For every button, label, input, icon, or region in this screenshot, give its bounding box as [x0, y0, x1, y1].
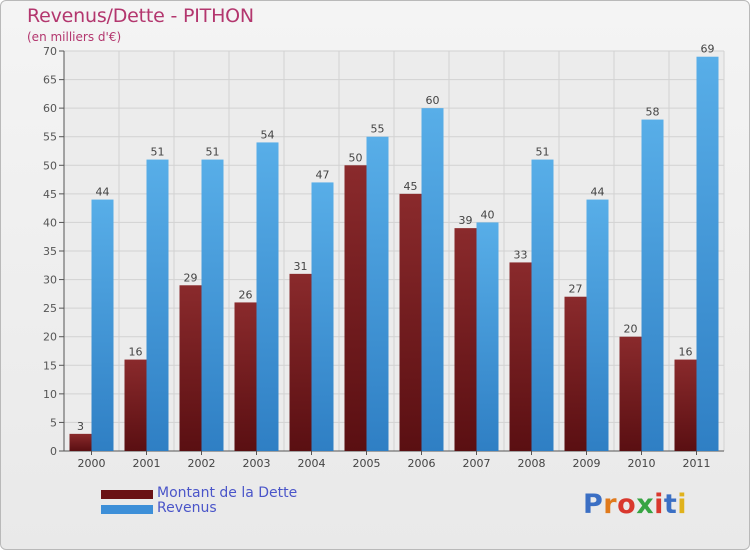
data-label-debt: 20 — [624, 323, 638, 336]
x-tick-label: 2010 — [628, 457, 656, 470]
bar-debt — [179, 285, 202, 451]
y-tick-label: 70 — [43, 45, 57, 58]
y-tick-label: 55 — [43, 131, 57, 144]
bar-debt — [454, 228, 477, 451]
data-label-debt: 31 — [294, 260, 308, 273]
data-label-debt: 16 — [679, 346, 693, 359]
bar-debt — [289, 273, 312, 451]
data-label-debt: 3 — [77, 420, 84, 433]
bar-debt — [344, 165, 367, 452]
x-tick-label: 2002 — [188, 457, 216, 470]
data-label-revenue: 60 — [426, 94, 440, 107]
bar-debt — [124, 359, 147, 451]
x-tick-label: 2004 — [298, 457, 326, 470]
data-label-debt: 50 — [349, 151, 363, 164]
bar-revenue — [311, 182, 334, 451]
data-label-debt: 45 — [404, 180, 418, 193]
y-tick-label: 50 — [43, 159, 57, 172]
y-tick-label: 35 — [43, 245, 57, 258]
y-tick-label: 25 — [43, 302, 57, 315]
bar-debt — [509, 262, 532, 451]
x-tick-label: 2007 — [463, 457, 491, 470]
y-tick-label: 60 — [43, 102, 57, 115]
data-label-revenue: 54 — [261, 128, 275, 141]
data-label-revenue: 40 — [481, 208, 495, 221]
data-label-revenue: 51 — [151, 146, 165, 159]
x-tick-label: 2008 — [518, 457, 546, 470]
legend-swatch-revenue — [101, 505, 153, 514]
y-tick-label: 45 — [43, 188, 57, 201]
y-tick-label: 5 — [50, 416, 57, 429]
data-label-revenue: 47 — [316, 168, 330, 181]
chart-title: Revenus/Dette - PITHON — [27, 5, 254, 27]
legend-label-debt: Montant de la Dette — [157, 485, 298, 501]
bar-revenue — [641, 119, 664, 452]
legend-swatch-debt — [101, 490, 153, 499]
data-label-debt: 33 — [514, 248, 528, 261]
bar-revenue — [421, 108, 444, 452]
data-label-revenue: 51 — [206, 146, 220, 159]
labels-layer: 0 5 10 15 20 25 30 35 40 45 50 55 60 65 70 3 44 2000 16 51 2… — [43, 43, 715, 470]
y-tick-label: 20 — [43, 331, 57, 344]
bar-debt — [399, 193, 422, 451]
x-tick-label: 2001 — [133, 457, 161, 470]
y-tick-label: 40 — [43, 216, 57, 229]
data-label-debt: 39 — [459, 214, 473, 227]
bar-revenue — [201, 159, 224, 452]
bar-debt — [69, 433, 92, 451]
data-label-revenue: 44 — [591, 186, 605, 199]
bars-layer — [69, 56, 719, 452]
data-label-debt: 26 — [239, 288, 253, 301]
bar-revenue — [586, 199, 609, 451]
bar-debt — [234, 302, 257, 451]
bar-revenue — [696, 56, 719, 451]
data-label-revenue: 58 — [646, 106, 660, 119]
logo-letter: t — [663, 489, 678, 520]
logo-letter: i — [654, 489, 664, 520]
bar-revenue — [256, 142, 279, 451]
x-tick-label: 2005 — [353, 457, 381, 470]
data-label-revenue: 44 — [96, 186, 110, 199]
x-tick-label: 2011 — [683, 457, 711, 470]
y-tick-label: 15 — [43, 359, 57, 372]
proxiti-logo[interactable]: Proxiti — [583, 489, 687, 520]
y-tick-label: 0 — [50, 445, 57, 458]
bar-revenue — [91, 199, 114, 451]
x-tick-label: 2000 — [78, 457, 106, 470]
x-tick-label: 2003 — [243, 457, 271, 470]
bar-revenue — [476, 222, 499, 451]
data-label-debt: 29 — [184, 271, 198, 284]
logo-letter: o — [617, 489, 637, 520]
chart-subtitle: (en milliers d'€) — [27, 30, 122, 44]
x-tick-label: 2006 — [408, 457, 436, 470]
grid-layer — [59, 50, 725, 455]
bar-revenue — [366, 136, 389, 451]
bar-revenue — [531, 159, 554, 452]
logo-letter: i — [677, 489, 688, 520]
bar-debt — [564, 296, 587, 451]
data-label-debt: 27 — [569, 283, 583, 296]
data-label-debt: 16 — [129, 346, 143, 359]
logo-letter: r — [603, 489, 618, 520]
bar-revenue — [146, 159, 169, 452]
x-tick-label: 2009 — [573, 457, 601, 470]
y-tick-label: 65 — [43, 74, 57, 87]
bar-debt — [674, 359, 697, 451]
legend-label-revenue: Revenus — [157, 500, 217, 516]
y-tick-label: 10 — [43, 388, 57, 401]
y-tick-label: 30 — [43, 274, 57, 287]
logo-letter: P — [583, 489, 604, 520]
bar-debt — [619, 336, 642, 451]
data-label-revenue: 55 — [371, 123, 385, 136]
data-label-revenue: 51 — [536, 146, 550, 159]
data-label-revenue: 69 — [701, 43, 715, 56]
logo-letter: x — [636, 489, 655, 520]
